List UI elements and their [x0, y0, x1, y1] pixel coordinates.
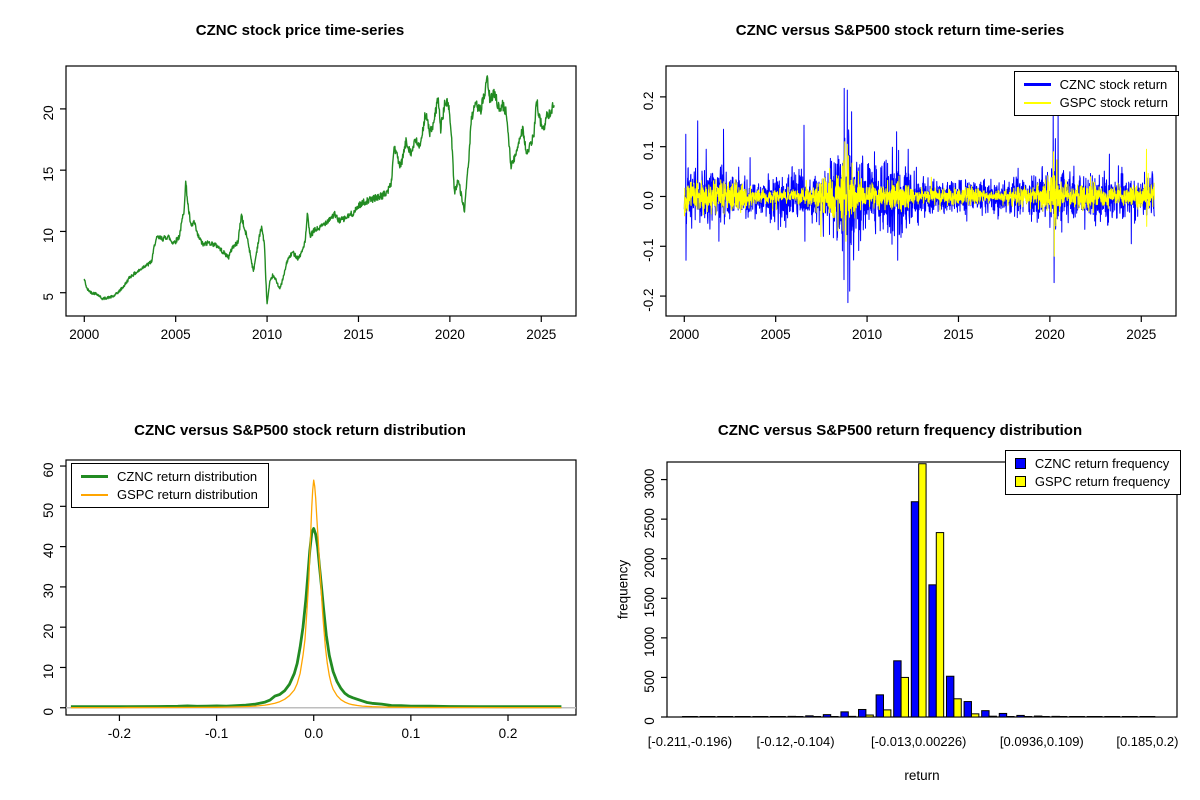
svg-text:[0.0936,0.109): [0.0936,0.109): [1000, 734, 1084, 749]
price-plot: 2000 2005 2010 2015 2020 2025 5 10 15 20: [41, 65, 577, 342]
svg-text:2015: 2015: [343, 327, 373, 342]
legend-label: CZNC stock return: [1059, 77, 1168, 92]
svg-text:1500: 1500: [642, 587, 657, 617]
svg-text:[-0.013,0.00226): [-0.013,0.00226): [871, 734, 966, 749]
svg-text:20: 20: [41, 105, 56, 120]
svg-text:0.2: 0.2: [641, 91, 656, 110]
svg-text:0.2: 0.2: [499, 726, 518, 741]
svg-text:2025: 2025: [526, 327, 556, 342]
svg-text:-0.1: -0.1: [205, 726, 228, 741]
legend-row: GSPC stock return: [1023, 95, 1168, 110]
svg-text:500: 500: [642, 670, 657, 693]
histogram-x-axis-label: return: [904, 768, 940, 783]
svg-text:0.0: 0.0: [304, 726, 323, 741]
gspc-density-line-swatch: [81, 493, 108, 496]
svg-text:[0.185,0.2): [0.185,0.2): [1116, 734, 1178, 749]
svg-text:2000: 2000: [669, 327, 699, 342]
svg-text:5: 5: [41, 293, 56, 301]
svg-text:2015: 2015: [943, 327, 973, 342]
svg-text:0.1: 0.1: [641, 141, 656, 160]
gspc-return-line-swatch: [1023, 101, 1051, 104]
svg-text:40: 40: [41, 543, 56, 558]
legend-row: CZNC return distribution: [81, 469, 258, 484]
histogram-y-axis-label: frequency: [615, 559, 631, 620]
svg-text:15: 15: [41, 167, 56, 182]
svg-text:2000: 2000: [69, 327, 99, 342]
svg-text:60: 60: [41, 463, 56, 478]
svg-text:2010: 2010: [852, 327, 882, 342]
panel-density: -0.2 -0.1 0.0 0.1 0.2 0 10 20 30 40 50 60 CZNC vers…: [0, 400, 600, 800]
histogram-chart-title: CZNC versus S&P500 return frequency dist…: [717, 422, 1083, 439]
svg-text:50: 50: [41, 503, 56, 518]
svg-text:0.1: 0.1: [401, 726, 420, 741]
legend-label: GSPC return distribution: [117, 487, 258, 502]
cznc-return-line-swatch: [1023, 83, 1051, 86]
panel-price: 2000 2005 2010 2015 2020 2025 5 10 15 20 CZNC sto…: [0, 0, 600, 400]
svg-text:10: 10: [41, 228, 56, 243]
price-chart-title: CZNC stock price time-series: [195, 22, 405, 39]
svg-text:0.0: 0.0: [641, 191, 656, 210]
legend-row: GSPC return frequency: [1014, 474, 1170, 489]
svg-text:2020: 2020: [1035, 327, 1065, 342]
legend-label: CZNC return distribution: [117, 469, 258, 484]
svg-text:2000: 2000: [642, 548, 657, 578]
legend-label: GSPC return frequency: [1034, 474, 1170, 489]
svg-text:2010: 2010: [252, 327, 282, 342]
histogram-plot: 0 500 1000 1500 2000 2500 3000 [-0.211,-0.196) […: [642, 461, 1178, 749]
svg-text:1000: 1000: [642, 627, 657, 657]
legend-row: CZNC return frequency: [1014, 456, 1170, 471]
panel-histogram: 0 500 1000 1500 2000 2500 3000 [-0.211,-0.196) […: [600, 400, 1200, 800]
cznc-frequency-swatch: [1014, 458, 1026, 469]
panel-returns: 2000 2005 2010 2015 2020 2025 -0.2 -0.1 0.0 0.1 0.…: [600, 0, 1200, 400]
svg-text:0: 0: [642, 717, 657, 725]
svg-text:-0.1: -0.1: [641, 239, 656, 262]
legend-row: CZNC stock return: [1023, 77, 1168, 92]
density-legend: CZNC return distribution GSPC return dis…: [71, 463, 269, 508]
svg-text:30: 30: [41, 583, 56, 598]
gspc-frequency-swatch: [1014, 476, 1026, 487]
svg-text:-0.2: -0.2: [108, 726, 131, 741]
returns-plot: 2000 2005 2010 2015 2020 2025 -0.2 -0.1 0.0 0.1 0.…: [641, 65, 1177, 342]
svg-text:-0.2: -0.2: [641, 288, 656, 311]
svg-text:0: 0: [41, 708, 56, 716]
svg-text:2005: 2005: [761, 327, 791, 342]
svg-text:10: 10: [41, 664, 56, 679]
svg-text:3000: 3000: [642, 469, 657, 499]
svg-text:2025: 2025: [1126, 327, 1156, 342]
cznc-density-line-swatch: [81, 475, 108, 478]
density-plot: -0.2 -0.1 0.0 0.1 0.2 0 10 20 30 40 50 60: [41, 459, 577, 741]
svg-text:20: 20: [41, 624, 56, 639]
svg-text:2005: 2005: [161, 327, 191, 342]
histogram-legend: CZNC return frequency GSPC return freque…: [1004, 450, 1181, 495]
legend-label: GSPC stock return: [1059, 95, 1168, 110]
svg-text:2500: 2500: [642, 508, 657, 538]
svg-text:2020: 2020: [435, 327, 465, 342]
legend-row: GSPC return distribution: [81, 487, 258, 502]
returns-legend: CZNC stock return GSPC stock return: [1013, 71, 1179, 116]
legend-label: CZNC return frequency: [1034, 456, 1170, 471]
svg-text:[-0.211,-0.196): [-0.211,-0.196): [648, 734, 732, 749]
returns-chart-title: CZNC versus S&P500 stock return time-ser…: [735, 22, 1065, 39]
density-chart-title: CZNC versus S&P500 stock return distribu…: [134, 422, 466, 439]
svg-text:[-0.12,-0.104): [-0.12,-0.104): [756, 734, 834, 749]
